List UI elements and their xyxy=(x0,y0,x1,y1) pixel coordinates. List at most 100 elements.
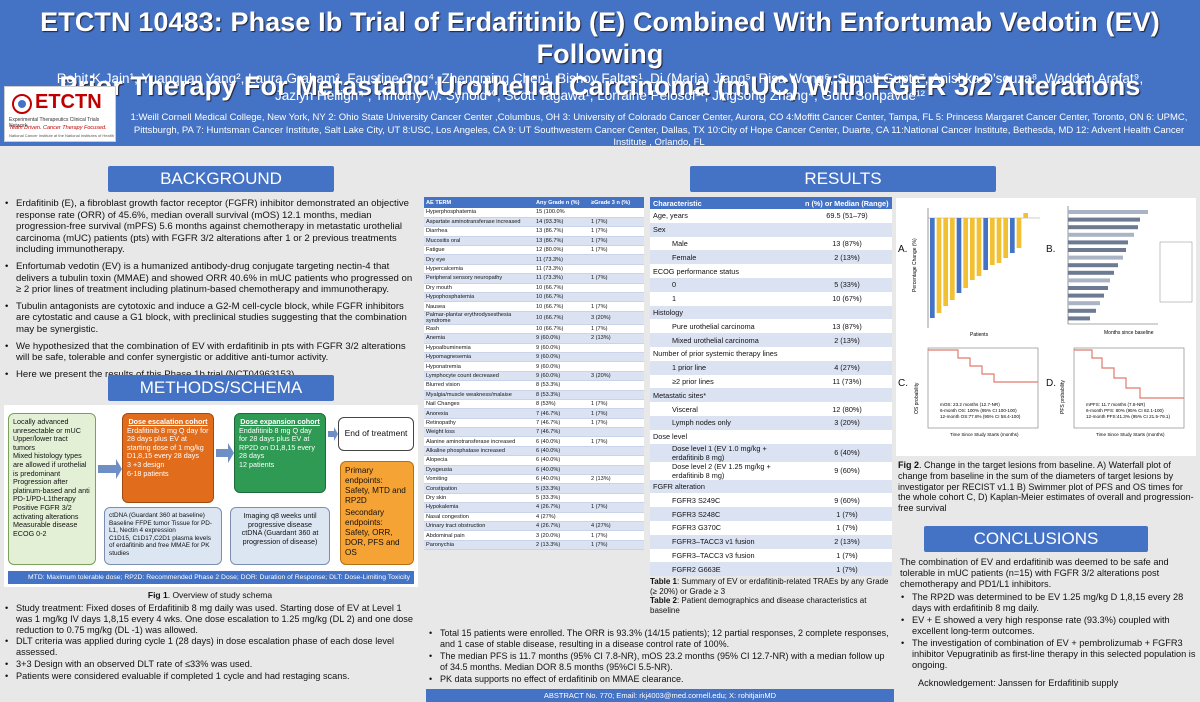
ae-cell: Fatigue xyxy=(424,245,534,256)
demo-row: Metastatic sites* xyxy=(650,388,892,403)
ae-cell: Dry eye xyxy=(424,254,534,265)
ae-cell: 10 (66.7%) xyxy=(534,324,589,335)
ae-cell: 4 (27%) xyxy=(534,512,589,523)
demo-row: Dose level 1 (EV 1.0 mg/kg + erdafitinib… xyxy=(650,443,892,462)
ae-cell: Diarrhea xyxy=(424,226,534,237)
swimmer-bar xyxy=(1068,293,1104,298)
ae-cell xyxy=(589,465,644,476)
waterfall-bar xyxy=(970,218,975,280)
demo-characteristic: Dose level 2 (EV 1.25 mg/kg + erdafitini… xyxy=(672,461,771,480)
km-pfs-plot: PFS probability mPFS: 11.7 months (7.8-N… xyxy=(1060,347,1185,437)
ae-cell: 6 (40.0%) xyxy=(534,455,589,466)
demo-row: Mixed urothelial carcinoma 2 (13%) xyxy=(650,333,892,347)
swimmer-bar xyxy=(1068,255,1123,260)
ae-row: Alopecia 6 (40.0%) xyxy=(424,455,644,466)
dose-esc-item: 6-18 patients xyxy=(127,468,169,478)
ae-cell xyxy=(589,493,644,504)
demo-characteristic: FGFR3 S249C xyxy=(672,495,721,505)
ae-col-header: Any Grade n (%) xyxy=(534,197,589,208)
ae-cell: Nausea xyxy=(424,301,534,312)
results-bullet: PK data supports no effect of erdafitini… xyxy=(440,674,894,685)
ae-cell: 1 (7%) xyxy=(589,301,644,312)
waterfall-bar xyxy=(983,218,988,270)
methods-heading: METHODS/SCHEMA xyxy=(108,375,334,401)
demo-value: 1 (7%) xyxy=(802,562,892,577)
ae-cell: 1 (7%) xyxy=(589,226,644,237)
imaging-box: Imaging q8 weeks until progressive disea… xyxy=(230,507,330,565)
ae-cell: Blurred vision xyxy=(424,380,534,391)
demo-row: FGFR alteration xyxy=(650,479,892,494)
footer-abstract: ABSTRACT No. 770; Email: rkj4003@med.cor… xyxy=(426,689,894,702)
demo-row: ECOG performance status xyxy=(650,264,892,278)
demographics-table: Characteristic n (%) or Median (Range) A… xyxy=(650,197,892,577)
demo-characteristic: FGFR alteration xyxy=(650,479,802,494)
ae-cell: Alopecia xyxy=(424,455,534,466)
waterfall-bar xyxy=(956,218,962,293)
ae-cell xyxy=(589,264,644,275)
ae-cell xyxy=(589,483,644,494)
background-bullet: Enfortumab vedotin (EV) is a humanized a… xyxy=(16,261,420,296)
demo-characteristic: Lymph nodes only xyxy=(650,415,802,430)
results-bullet: The median PFS is 11.7 months (95% CI 7.… xyxy=(440,651,894,672)
demo-row: Dose level 2 (EV 1.25 mg/kg + erdafitini… xyxy=(650,462,892,480)
ae-row: Nasal congestion 4 (27%) xyxy=(424,512,644,523)
demo-value: 9 (60%) xyxy=(834,495,860,505)
ae-cell: Dry mouth xyxy=(424,283,534,294)
ae-row: Hypoalbuminemia 9 (60.0%) xyxy=(424,343,644,353)
demo-value: 13 (87%) xyxy=(832,321,862,331)
ae-cell: 3 (20%) xyxy=(589,371,644,382)
authors-line-2: Jazlyn Heiligh⁴ , Timothy W. Synold¹⁰, S… xyxy=(274,88,926,103)
ae-cell: Alanine aminotransferase increased xyxy=(424,436,534,447)
fig1-label: Fig 1 xyxy=(147,590,168,600)
demo-value: 2 (13%) xyxy=(802,333,892,347)
waterfall-bar xyxy=(1023,213,1028,218)
swimmer-bar xyxy=(1068,217,1140,222)
ae-cell: Urinary tract obstruction xyxy=(424,521,534,532)
fig1-caption: Fig 1. Overview of study schema xyxy=(0,590,420,600)
demo-value: 3 (20%) xyxy=(802,415,892,430)
ae-row: Hypercalcemia 11 (73.3%) xyxy=(424,264,644,275)
ae-row: Dry skin 5 (33.3%) xyxy=(424,493,644,504)
demo-characteristic: FGFR3 G370C xyxy=(672,523,722,533)
km-os-ylabel: OS probability xyxy=(914,382,920,414)
ae-cell: Alkaline phosphatase increased xyxy=(424,446,534,457)
ae-cell xyxy=(589,455,644,466)
km-os-stat: 6-month OS: 100% (95% CI 100-100) xyxy=(940,408,1017,413)
demo-characteristic: Visceral xyxy=(672,404,698,414)
ae-cell xyxy=(589,283,644,294)
demo-value xyxy=(802,479,892,494)
ae-cell: 3 (20.0%) xyxy=(534,530,589,541)
demo-characteristic: 1 prior line xyxy=(650,360,802,375)
ae-cell: 8 (53.3%) xyxy=(534,390,589,400)
ae-cell: 1 (7%) xyxy=(589,418,644,429)
demo-row: Pure urothelial carcinoma 13 (87%) xyxy=(650,319,892,333)
swimmer-bar xyxy=(1068,240,1128,245)
ae-cell: 1 (7%) xyxy=(589,324,644,335)
ae-cell xyxy=(589,254,644,265)
ae-cell: 2 (13%) xyxy=(589,333,644,344)
demo-characteristic: 0 xyxy=(650,277,802,292)
ae-row: Hypophosphatemia 10 (66.7%) xyxy=(424,292,644,303)
ae-cell: 9 (60.0%) xyxy=(534,343,589,353)
ae-cell: 11 (73.3%) xyxy=(534,273,589,284)
demo-characteristic: Female xyxy=(650,250,802,265)
demo-row: Visceral 12 (80%) xyxy=(650,402,892,416)
swimmer-bar xyxy=(1068,232,1134,237)
ae-cell xyxy=(589,352,644,363)
ae-row: Alanine aminotransferase increased 6 (40.… xyxy=(424,436,644,447)
dose-expansion-box: Dose expansion cohort Endafitinib 8 mg Q… xyxy=(234,413,326,493)
demo-value: 10 (67%) xyxy=(832,294,862,304)
logo-text: ETCTN xyxy=(35,91,102,113)
ae-row: Nausea 10 (66.7%) 1 (7%) xyxy=(424,301,644,312)
background-bullet: Erdafitinib (E), a fibroblast growth fac… xyxy=(16,198,420,256)
km-os-plot: OS probability mOS: 23.2 months (12.7-NR… xyxy=(914,347,1039,437)
ae-cell: 8 (53%) xyxy=(534,399,589,410)
eligibility-item: ECOG 0-2 xyxy=(13,528,47,538)
ae-cell: 9 (60.0%) xyxy=(534,361,589,372)
ae-cell: 2 (13.3%) xyxy=(534,540,589,551)
demo-value xyxy=(802,347,892,361)
ae-cell: Dysgeusia xyxy=(424,465,534,476)
ae-col-header: ≥Grade 3 n (%) xyxy=(589,197,644,208)
poster-title: ETCTN 10483: Phase Ib Trial of Erdafitin… xyxy=(0,6,1200,102)
waterfall-bar xyxy=(936,218,942,313)
